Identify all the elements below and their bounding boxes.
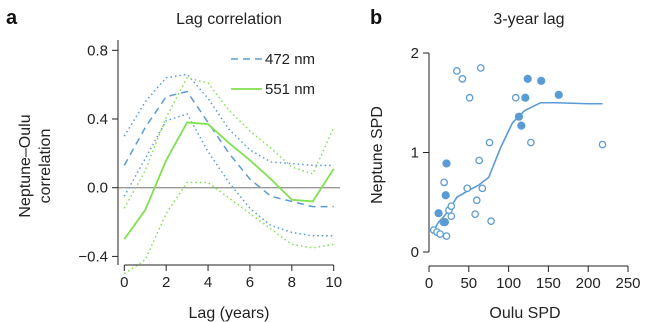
confidence-band-line-2	[123, 112, 334, 237]
open-scatter-point	[453, 67, 461, 75]
panel-b-x-tick-label: 200	[576, 275, 601, 292]
open-scatter-point	[485, 138, 494, 147]
confidence-band-line-5	[123, 181, 334, 275]
panel-a-y-tick-label: 0.8	[87, 42, 108, 59]
open-scatter-point	[475, 156, 483, 165]
panel-a-lag-correlation: a Lag correlation 0 2 4 6 8 10 −0.4 0.0 0.4 0.8 L…	[6, 7, 342, 322]
panel-a-y-axis-label-line-1: Neptune–Oulu	[17, 114, 34, 217]
open-scatter-point	[465, 93, 474, 102]
panel-a-y-tick-label: −0.4	[78, 248, 108, 265]
panel-a-x-tick-label: 8	[288, 274, 296, 291]
panel-a-x-axis-label: Lag (years)	[189, 305, 270, 322]
open-scatter-point	[447, 212, 456, 221]
open-scatter-point	[463, 184, 472, 193]
panel-b-x-axis-label: Oulu SPD	[489, 305, 560, 322]
panel-b-x-tick-label: 50	[460, 275, 477, 292]
panel-b-axes: 0 50 100 150 200 250 0 1 2	[411, 45, 641, 292]
panel-a-letter: a	[6, 7, 18, 29]
confidence-band-line-4	[123, 76, 335, 209]
panel-b-letter: b	[370, 7, 382, 29]
series-line-551nm	[123, 121, 335, 240]
filled-scatter-point	[434, 209, 443, 218]
legend-label-472nm: 472 nm	[265, 51, 315, 68]
panel-a-x-tick-label: 6	[246, 274, 254, 291]
panel-b-x-tick-label: 0	[425, 275, 433, 292]
open-scatter-point	[440, 178, 448, 187]
panel-a-x-tick-label: 4	[204, 274, 212, 291]
panel-b-y-tick-label: 1	[411, 145, 419, 162]
open-scatter-point	[458, 75, 467, 83]
filled-scatter-point	[441, 191, 450, 200]
panel-b-three-year-lag: b 3-year lag 0 50 100 150 200 250 0 1 2 Oulu SPD…	[369, 7, 641, 322]
filled-scatter-point	[554, 90, 563, 99]
panel-a-x-tick-label: 2	[162, 274, 170, 291]
panel-a-axes: 0 2 4 6 8 10 −0.4 0.0 0.4 0.8	[78, 40, 342, 291]
open-scatter-point	[511, 93, 520, 102]
open-scatter-point	[447, 202, 456, 211]
filled-scatter-point	[517, 121, 526, 130]
panel-b-y-tick-label: 0	[411, 244, 419, 261]
panel-a-y-axis-label-line-2: correlation	[37, 129, 54, 204]
panel-b-title: 3-year lag	[493, 11, 564, 28]
filled-scatter-point	[521, 93, 530, 102]
open-scatter-point	[476, 64, 485, 72]
panel-a-title: Lag correlation	[176, 11, 282, 28]
filled-scatter-point	[514, 112, 524, 121]
panel-b-x-tick-label: 250	[615, 275, 640, 292]
panel-a-y-axis-label: Neptune–Oulu correlation	[17, 114, 54, 217]
open-scatter-point	[442, 232, 451, 240]
panel-b-plot-area	[429, 64, 607, 240]
open-scatter-point	[478, 184, 487, 193]
panel-a-plot-area	[118, 73, 340, 275]
open-scatter-point	[436, 230, 444, 238]
open-scatter-point	[598, 140, 607, 149]
open-scatter-point	[487, 217, 495, 226]
filled-scatter-point	[537, 76, 546, 85]
panel-b-y-axis-label: Neptune SPD	[369, 106, 386, 204]
panel-a-x-tick-label: 10	[325, 274, 342, 291]
panel-b-y-tick-label: 2	[411, 45, 419, 62]
filled-scatter-point	[442, 159, 451, 168]
filled-scatter-point	[440, 218, 450, 227]
open-scatter-point	[471, 210, 480, 219]
panel-a-legend: 472 nm 551 nm	[231, 51, 315, 98]
panel-b-x-tick-label: 150	[536, 275, 561, 292]
open-scatter-point	[472, 196, 481, 205]
legend-label-551nm: 551 nm	[265, 81, 315, 98]
panel-b-x-tick-label: 100	[496, 275, 521, 292]
panel-a-x-tick-label: 0	[120, 274, 128, 291]
filled-scatter-point	[523, 74, 532, 83]
series-line-472nm	[123, 90, 334, 208]
open-scatter-point	[527, 138, 535, 147]
panel-a-y-tick-label: 0.0	[87, 180, 108, 197]
panel-a-y-tick-label: 0.4	[87, 111, 108, 128]
confidence-band-line-1	[123, 73, 334, 167]
smooth-fit-line	[433, 101, 603, 231]
